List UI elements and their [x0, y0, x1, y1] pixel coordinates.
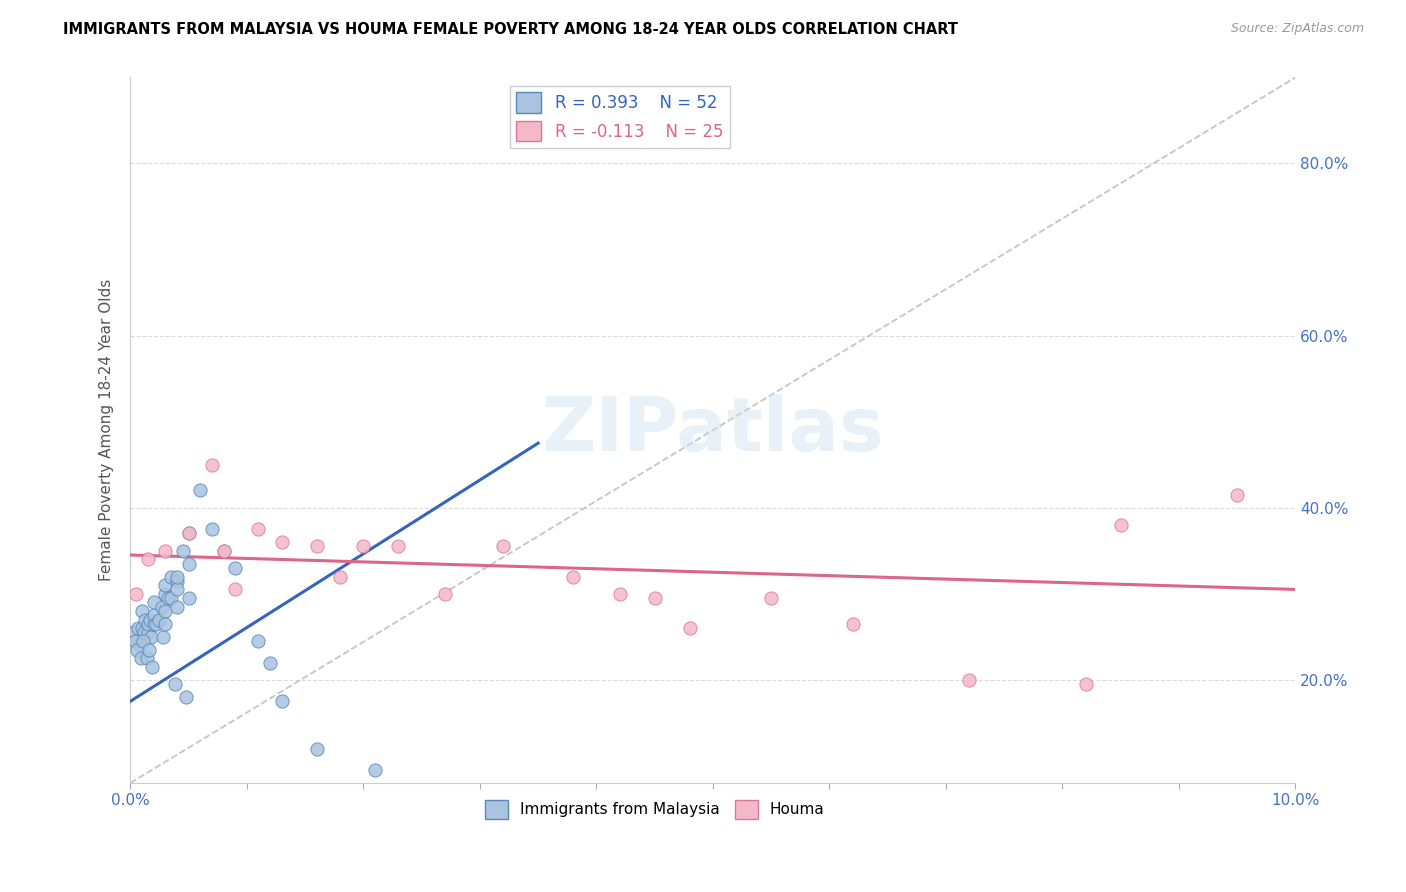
- Text: Source: ZipAtlas.com: Source: ZipAtlas.com: [1230, 22, 1364, 36]
- Legend: Immigrants from Malaysia, Houma: Immigrants from Malaysia, Houma: [478, 794, 831, 825]
- Point: [678, 621, 700, 635]
- Point: [329, 569, 352, 583]
- Point: [644, 591, 666, 605]
- Point: [1074, 677, 1097, 691]
- Point: [177, 526, 200, 541]
- Point: [132, 634, 155, 648]
- Point: [247, 634, 270, 648]
- Point: [160, 569, 183, 583]
- Point: [127, 621, 149, 635]
- Point: [155, 616, 177, 631]
- Point: [562, 569, 585, 583]
- Point: [224, 561, 246, 575]
- Text: IMMIGRANTS FROM MALAYSIA VS HOUMA FEMALE POVERTY AMONG 18-24 YEAR OLDS CORRELATI: IMMIGRANTS FROM MALAYSIA VS HOUMA FEMALE…: [63, 22, 959, 37]
- Point: [212, 543, 235, 558]
- Point: [160, 591, 183, 605]
- Point: [352, 540, 374, 554]
- Point: [139, 613, 162, 627]
- Point: [1109, 517, 1132, 532]
- Point: [387, 540, 409, 554]
- Point: [142, 595, 165, 609]
- Point: [148, 613, 170, 627]
- Point: [224, 582, 246, 597]
- Point: [172, 543, 194, 558]
- Point: [305, 741, 328, 756]
- Point: [125, 634, 148, 648]
- Point: [142, 608, 165, 623]
- Point: [174, 690, 197, 704]
- Point: [759, 591, 782, 605]
- Point: [125, 587, 148, 601]
- Point: [201, 522, 224, 536]
- Point: [166, 574, 188, 588]
- Point: [124, 634, 146, 648]
- Point: [201, 458, 224, 472]
- Point: [150, 599, 173, 614]
- Point: [364, 763, 387, 777]
- Point: [492, 540, 515, 554]
- Y-axis label: Female Poverty Among 18-24 Year Olds: Female Poverty Among 18-24 Year Olds: [100, 279, 114, 582]
- Point: [177, 557, 200, 571]
- Point: [957, 673, 980, 687]
- Point: [155, 578, 177, 592]
- Point: [138, 642, 160, 657]
- Point: [136, 552, 159, 566]
- Point: [155, 543, 177, 558]
- Point: [841, 616, 863, 631]
- Point: [156, 591, 179, 605]
- Point: [127, 642, 149, 657]
- Point: [163, 677, 186, 691]
- Point: [128, 639, 150, 653]
- Point: [141, 630, 163, 644]
- Point: [270, 694, 292, 708]
- Point: [141, 660, 163, 674]
- Point: [177, 526, 200, 541]
- Point: [134, 613, 156, 627]
- Point: [145, 616, 167, 631]
- Point: [131, 621, 153, 635]
- Point: [188, 483, 211, 498]
- Point: [166, 582, 188, 597]
- Point: [305, 540, 328, 554]
- Point: [166, 569, 188, 583]
- Point: [142, 616, 165, 631]
- Point: [247, 522, 270, 536]
- Point: [135, 651, 157, 665]
- Point: [166, 599, 188, 614]
- Point: [177, 591, 200, 605]
- Point: [259, 656, 281, 670]
- Point: [609, 587, 631, 601]
- Point: [122, 625, 145, 640]
- Point: [270, 535, 292, 549]
- Point: [134, 625, 156, 640]
- Text: ZIPatlas: ZIPatlas: [541, 393, 884, 467]
- Point: [155, 604, 177, 618]
- Point: [136, 616, 159, 631]
- Point: [131, 604, 153, 618]
- Point: [136, 625, 159, 640]
- Point: [433, 587, 456, 601]
- Point: [212, 543, 235, 558]
- Point: [152, 630, 174, 644]
- Point: [155, 587, 177, 601]
- Point: [1226, 488, 1249, 502]
- Point: [129, 651, 152, 665]
